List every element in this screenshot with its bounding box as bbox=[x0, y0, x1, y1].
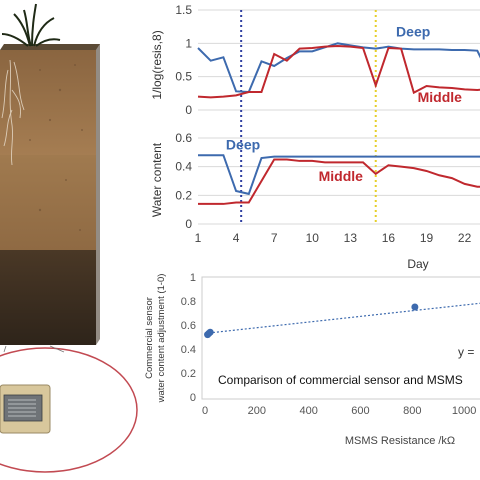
y-tick-label: 0.6 bbox=[181, 320, 196, 332]
trend-line bbox=[204, 302, 480, 334]
series-line-middle bbox=[198, 158, 480, 205]
soil-column-illustration bbox=[0, 0, 150, 480]
series-line-deep bbox=[197, 42, 480, 94]
sensor-icon bbox=[0, 384, 51, 434]
scatter-point bbox=[411, 303, 419, 311]
midsoil-layer bbox=[0, 155, 96, 250]
y-tick-label: 1 bbox=[190, 272, 196, 284]
x-tick-label: 16 bbox=[382, 231, 396, 245]
x-tick-label: 0 bbox=[202, 405, 208, 417]
series-label: Deep bbox=[396, 24, 430, 40]
y-tick-label: 0.2 bbox=[181, 368, 196, 380]
y-tick-label: 0.2 bbox=[175, 188, 192, 202]
series-label: Middle bbox=[418, 89, 463, 105]
x-tick-label: 400 bbox=[299, 405, 317, 417]
scatter-point bbox=[204, 331, 212, 339]
series-line-middle bbox=[197, 44, 480, 99]
topsoil-layer bbox=[0, 50, 96, 155]
y-axis-label-line2: water content adjustment (1-0) bbox=[156, 274, 167, 404]
y-axis-label: Water content bbox=[150, 142, 164, 217]
x-axis-label: MSMS Resistance /kΩ bbox=[345, 435, 455, 447]
x-tick-label: 19 bbox=[420, 231, 434, 245]
y-tick-label: 0.6 bbox=[175, 131, 192, 145]
x-tick-label: 7 bbox=[271, 231, 278, 245]
comparison-caption: Comparison of commercial sensor and MSMS bbox=[218, 373, 463, 387]
deepsoil-layer bbox=[0, 250, 96, 345]
x-tick-label: 200 bbox=[248, 405, 266, 417]
y-tick-label: 0 bbox=[185, 103, 192, 117]
y-tick-label: 1 bbox=[185, 36, 192, 50]
scatter-plot-frame bbox=[201, 276, 480, 400]
x-tick-label: 1 bbox=[195, 231, 202, 245]
sensor-inset bbox=[0, 347, 138, 473]
series-line-deep bbox=[198, 154, 480, 196]
y-tick-label: 0.4 bbox=[175, 160, 192, 174]
scatter-point bbox=[206, 328, 214, 336]
x-tick-label: 800 bbox=[403, 405, 421, 417]
trend-equation: y = bbox=[458, 345, 474, 359]
scatter-point bbox=[205, 329, 213, 337]
x-tick-label: 1000 bbox=[452, 405, 476, 417]
x-tick-label: 22 bbox=[458, 231, 472, 245]
y-tick-label: 1.5 bbox=[175, 3, 192, 17]
grass-plant-icon bbox=[1, 3, 61, 47]
x-tick-label: 10 bbox=[306, 231, 320, 245]
x-axis-label: Day bbox=[407, 257, 428, 271]
series-label: Middle bbox=[319, 168, 364, 184]
root-system-icon bbox=[1, 59, 25, 166]
y-tick-label: 0.5 bbox=[175, 70, 192, 84]
y-tick-label: 0.4 bbox=[181, 344, 196, 356]
x-tick-label: 4 bbox=[233, 231, 240, 245]
soil-surface bbox=[0, 44, 100, 50]
y-axis-label: 1/log(resis,8) bbox=[150, 30, 164, 99]
series-label: Deep bbox=[226, 136, 260, 152]
x-tick-label: 13 bbox=[344, 231, 358, 245]
y-tick-label: 0.8 bbox=[181, 296, 196, 308]
y-tick-label: 0 bbox=[190, 392, 196, 404]
y-tick-label: 0 bbox=[185, 217, 192, 231]
x-tick-label: 600 bbox=[351, 405, 369, 417]
